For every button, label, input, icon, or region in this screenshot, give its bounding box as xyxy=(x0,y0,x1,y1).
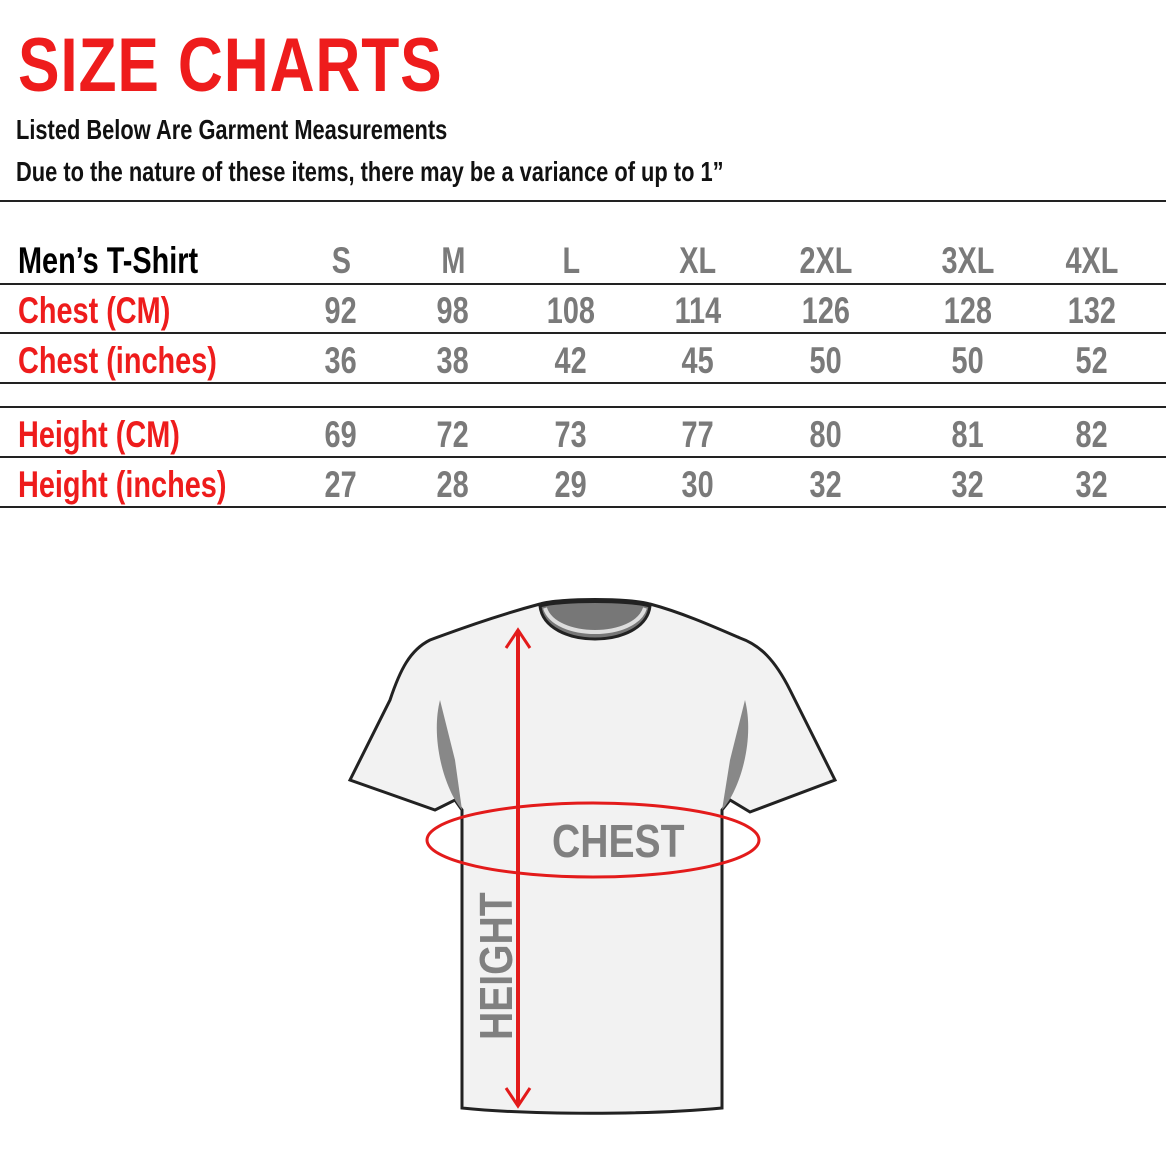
table-cell: 32 xyxy=(908,464,1028,506)
cell-value: 3XL xyxy=(941,240,995,281)
row-label: Height (CM) xyxy=(18,414,180,455)
cell-value: 92 xyxy=(324,290,358,331)
table-cell: 38 xyxy=(393,340,513,382)
table-divider xyxy=(0,382,1166,384)
table-cell: 98 xyxy=(393,290,513,332)
cell-value: 73 xyxy=(554,414,588,455)
cell-value: 50 xyxy=(951,340,985,381)
cell-value: S xyxy=(331,240,351,281)
table-cell: 69 xyxy=(281,414,401,456)
cell-value: 77 xyxy=(681,414,715,455)
cell-value: 42 xyxy=(554,340,588,381)
table-row: Height (CM) 69 72 73 77 80 81 82 xyxy=(0,410,1166,458)
cell-value: 45 xyxy=(681,340,715,381)
subtitle-line-1: Listed Below Are Garment Measurements xyxy=(16,114,448,145)
cell-value: 36 xyxy=(324,340,358,381)
cell-value: 69 xyxy=(324,414,358,455)
table-cell: 92 xyxy=(281,290,401,332)
table-row: Height (inches) 27 28 29 30 32 32 32 xyxy=(0,460,1166,508)
cell-value: 98 xyxy=(436,290,470,331)
size-header: M xyxy=(393,240,513,282)
cell-value: 108 xyxy=(546,290,596,331)
table-cell: 132 xyxy=(1032,290,1152,332)
table-divider xyxy=(0,283,1166,285)
row-label: Chest (CM) xyxy=(18,290,171,331)
table-cell: 81 xyxy=(908,414,1028,456)
row-label: Chest (inches) xyxy=(18,340,217,381)
size-header: 2XL xyxy=(766,240,886,282)
table-cell: 72 xyxy=(393,414,513,456)
size-header: 3XL xyxy=(908,240,1028,282)
cell-value: 4XL xyxy=(1065,240,1119,281)
cell-value: 132 xyxy=(1067,290,1117,331)
table-cell: 28 xyxy=(393,464,513,506)
table-cell: 77 xyxy=(638,414,758,456)
cell-value: 32 xyxy=(951,464,985,505)
cell-value: 52 xyxy=(1075,340,1109,381)
table-row: Chest (CM) 92 98 108 114 126 128 132 xyxy=(0,286,1166,334)
cell-value: 128 xyxy=(943,290,993,331)
subtitle-line-2: Due to the nature of these items, there … xyxy=(16,156,724,187)
cell-value: 2XL xyxy=(799,240,853,281)
cell-value: 32 xyxy=(1075,464,1109,505)
cell-value: L xyxy=(562,240,580,281)
table-cell: 50 xyxy=(908,340,1028,382)
cell-value: 81 xyxy=(951,414,985,455)
cell-value: 28 xyxy=(436,464,470,505)
table-divider xyxy=(0,506,1166,508)
cell-value: 27 xyxy=(324,464,358,505)
table-cell: 114 xyxy=(638,290,758,332)
table-cell: 80 xyxy=(766,414,886,456)
table-cell: 32 xyxy=(766,464,886,506)
cell-value: 38 xyxy=(436,340,470,381)
table-cell: 50 xyxy=(766,340,886,382)
tshirt-outline xyxy=(347,598,838,1115)
size-header: XL xyxy=(638,240,758,282)
divider xyxy=(0,200,1166,202)
left-armpit-shade xyxy=(436,700,462,810)
size-header: 4XL xyxy=(1032,240,1152,282)
cell-value: 29 xyxy=(554,464,588,505)
cell-value: 114 xyxy=(674,290,722,331)
table-divider xyxy=(0,332,1166,334)
table-cell: 108 xyxy=(511,290,631,332)
table-divider xyxy=(0,406,1166,408)
table-cell: 45 xyxy=(638,340,758,382)
table-cell: 30 xyxy=(638,464,758,506)
table-cell: 126 xyxy=(766,290,886,332)
chest-label: CHEST xyxy=(552,816,684,868)
row-label: Men’s T-Shirt xyxy=(18,240,199,281)
table-cell: 128 xyxy=(908,290,1028,332)
cell-value: 30 xyxy=(681,464,715,505)
cell-value: M xyxy=(440,240,466,281)
chest-measure-arrow xyxy=(425,801,761,879)
table-header-row: Men’s T-Shirt S M L XL 2XL 3XL 4XL xyxy=(0,236,1166,284)
table-cell: 42 xyxy=(511,340,631,382)
table-cell: 52 xyxy=(1032,340,1152,382)
table-row: Chest (inches) 36 38 42 45 50 50 52 xyxy=(0,336,1166,384)
cell-value: 82 xyxy=(1075,414,1109,455)
row-label: Height (inches) xyxy=(18,464,227,505)
size-header: L xyxy=(511,240,631,282)
table-cell: 32 xyxy=(1032,464,1152,506)
cell-value: 72 xyxy=(436,414,470,455)
cell-value: XL xyxy=(679,240,717,281)
table-cell: 27 xyxy=(281,464,401,506)
size-header: S xyxy=(281,240,401,282)
table-cell: 29 xyxy=(511,464,631,506)
cell-value: 126 xyxy=(801,290,851,331)
cell-value: 80 xyxy=(809,414,843,455)
table-divider xyxy=(0,456,1166,458)
table-cell: 82 xyxy=(1032,414,1152,456)
height-label: HEIGHT xyxy=(471,892,523,1040)
cell-value: 32 xyxy=(809,464,843,505)
page-title: SIZE CHARTS xyxy=(18,23,443,108)
cell-value: 50 xyxy=(809,340,843,381)
right-armpit-shade xyxy=(722,700,749,810)
table-cell: 73 xyxy=(511,414,631,456)
table-cell: 36 xyxy=(281,340,401,382)
